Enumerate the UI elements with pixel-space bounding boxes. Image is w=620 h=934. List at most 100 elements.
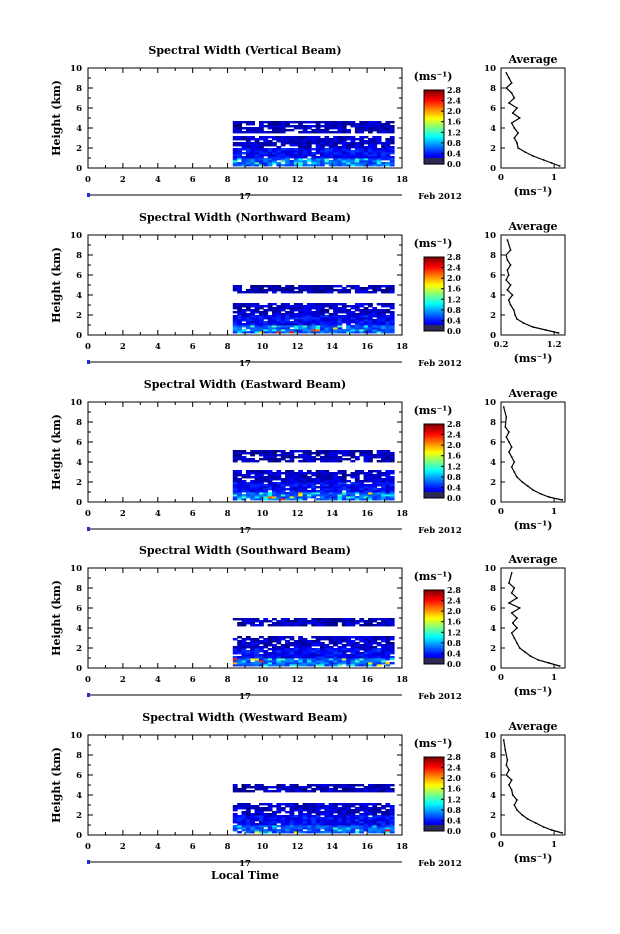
heatmap-cell (359, 819, 365, 822)
heatmap-cell (381, 156, 386, 159)
date-label: Feb 2012 (418, 526, 462, 536)
heatmap-cell (363, 648, 369, 651)
heatmap-cell (237, 803, 242, 806)
heatmap-cell (254, 131, 260, 134)
heatmap-cell (250, 156, 255, 159)
heatmap-cell (341, 129, 347, 132)
heatmap-cell (285, 136, 290, 139)
heatmap-cell (241, 148, 247, 151)
heatmap-cell (285, 660, 290, 663)
heatmap-cell (250, 642, 255, 645)
heatmap-cell (381, 831, 386, 834)
heatmap-cell (385, 138, 391, 141)
heatmap-cell (324, 486, 330, 489)
heatmap-cell (254, 811, 260, 814)
heatmap-cell (298, 164, 303, 167)
heatmap-cell (254, 825, 260, 828)
heatmap-cell (289, 458, 295, 461)
x-tick-label: 14 (326, 509, 338, 519)
heatmap-cell (306, 289, 312, 292)
heatmap-cell (320, 494, 325, 497)
heatmap-cell (381, 319, 386, 322)
heatmap-cell (302, 650, 308, 653)
heatmap-cell (259, 150, 264, 153)
heatmap-cell (241, 620, 247, 623)
heatmap-cell (389, 456, 395, 459)
heatmap-cell (259, 642, 264, 645)
heatmap-cell (285, 319, 290, 322)
heatmap-cell (245, 164, 251, 167)
average-point (510, 632, 513, 634)
heatmap-cell (315, 452, 321, 455)
heatmap-cell (320, 121, 325, 124)
colorbar-tick-label: 1.6 (447, 284, 461, 294)
heatmap-cell (372, 650, 378, 653)
heatmap-cell (285, 321, 290, 324)
heatmap-cell (368, 484, 373, 487)
heatmap-cell (376, 331, 382, 334)
heatmap-cell (341, 620, 347, 623)
average-point (524, 651, 526, 653)
heatmap-cell (259, 496, 264, 499)
heatmap-cell (263, 790, 269, 793)
heatmap-cell (232, 496, 238, 499)
heatmap-cell (385, 484, 391, 487)
heatmap-cell (289, 470, 295, 473)
heatmap-cell (328, 622, 334, 625)
colorbar-segment (424, 786, 444, 789)
average-point (506, 239, 509, 241)
heatmap-cell (354, 484, 360, 487)
heatmap-cell (250, 164, 255, 167)
heatmap-cell (259, 484, 264, 487)
heatmap-cell (385, 140, 391, 143)
heatmap-cell (245, 158, 251, 161)
heatmap-cell (285, 658, 290, 661)
heatmap-cell (315, 123, 321, 126)
heatmap-cell (254, 638, 260, 641)
heatmap-cell (346, 620, 351, 623)
heatmap-cell (298, 472, 303, 475)
heatmap-cell (385, 472, 391, 475)
heatmap-cell (328, 490, 334, 493)
heatmap-cell (306, 829, 312, 832)
heatmap-cell (298, 484, 303, 487)
colorbar-segment (424, 424, 444, 427)
heatmap-cell (259, 664, 264, 667)
heatmap-cell (320, 496, 325, 499)
heatmap-cell (245, 805, 251, 808)
heatmap-cell (354, 456, 360, 459)
heatmap-cell (389, 486, 395, 489)
heatmap-cell (341, 140, 347, 143)
colorbar-tick-label: 2.8 (447, 85, 461, 95)
heatmap-cell (354, 474, 360, 477)
heatmap-cell (333, 144, 338, 147)
heatmap-cell (315, 156, 321, 159)
heatmap-cell (302, 160, 308, 163)
heatmap-cell (385, 309, 391, 312)
heatmap-cell (298, 809, 303, 812)
colorbar-segment (424, 617, 444, 621)
heatmap-cell (333, 642, 338, 645)
heatmap-cell (280, 484, 286, 487)
heatmap-cell (232, 131, 238, 134)
heatmap-cell (368, 644, 373, 647)
heatmap-cell (267, 452, 273, 455)
heatmap-cell (368, 490, 373, 493)
colorbar-tick-label: 2.8 (447, 585, 461, 595)
colorbar-segment (424, 477, 444, 480)
heatmap-cell (324, 490, 330, 493)
heatmap-cell (372, 321, 378, 324)
heatmap-cell (259, 811, 264, 814)
heatmap-cell (276, 123, 282, 126)
heatmap-cell (276, 472, 282, 475)
heatmap-cell (237, 819, 242, 822)
heatmap-cell (354, 646, 360, 649)
heatmap-cell (389, 658, 395, 661)
heatmap-cell (368, 652, 373, 655)
heatmap-cell (359, 450, 365, 453)
heatmap-cell (320, 498, 325, 501)
heatmap-cell (250, 662, 255, 665)
heatmap-cell (333, 140, 338, 143)
heatmap-cell (389, 492, 395, 495)
y-tick-label: 8 (76, 251, 82, 261)
